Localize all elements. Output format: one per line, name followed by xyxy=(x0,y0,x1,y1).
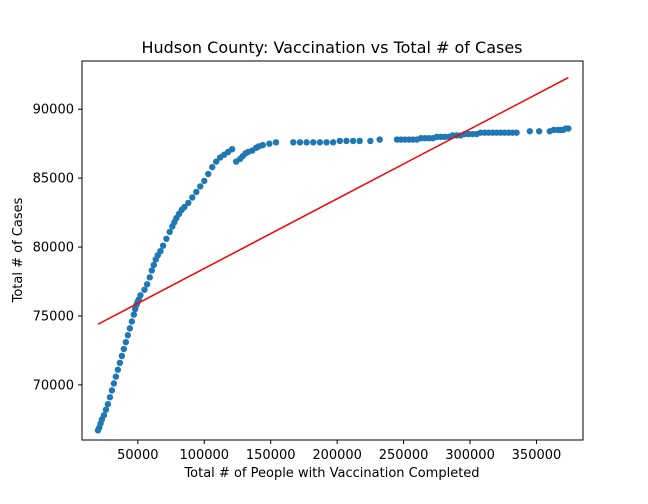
data-point xyxy=(193,188,200,196)
data-point xyxy=(120,345,128,353)
data-point xyxy=(205,170,212,178)
data-point xyxy=(197,183,204,190)
data-point xyxy=(535,128,543,135)
data-point xyxy=(290,139,297,146)
y-axis-label: Total # of Cases xyxy=(11,197,26,303)
data-point xyxy=(310,139,317,146)
x-tick-label: 350000 xyxy=(512,448,562,463)
x-tick-label: 50000 xyxy=(117,448,158,463)
data-point xyxy=(266,140,273,147)
data-point xyxy=(181,203,188,211)
data-point xyxy=(112,373,120,380)
data-point xyxy=(303,139,310,146)
plot-frame xyxy=(81,60,584,441)
y-axis: 70000 75000 80000 85000 90000 xyxy=(33,103,82,393)
data-point xyxy=(209,163,216,171)
data-point xyxy=(323,139,330,146)
data-point xyxy=(137,292,144,299)
data-point xyxy=(259,141,266,149)
data-point xyxy=(356,137,363,145)
data-point xyxy=(106,394,114,401)
data-point xyxy=(148,267,155,274)
x-tick-label: 150000 xyxy=(246,448,296,463)
data-point xyxy=(159,242,167,249)
data-point xyxy=(163,235,170,242)
x-tick-label: 250000 xyxy=(379,448,429,463)
data-point xyxy=(143,281,151,288)
x-tick-label: 300000 xyxy=(445,448,495,463)
data-point xyxy=(228,146,236,153)
data-point xyxy=(157,247,164,255)
data-point xyxy=(213,158,220,165)
data-point xyxy=(336,137,344,145)
data-point xyxy=(146,274,153,281)
data-point xyxy=(565,125,572,132)
data-point xyxy=(185,199,192,207)
data-point xyxy=(272,139,280,146)
data-point xyxy=(114,366,122,373)
data-point xyxy=(513,129,520,136)
y-tick-label: 90000 xyxy=(33,103,74,118)
data-point xyxy=(349,137,357,145)
data-point xyxy=(108,387,116,394)
data-point xyxy=(124,332,132,339)
y-tick-label: 80000 xyxy=(33,241,74,256)
data-point xyxy=(189,194,196,201)
data-point xyxy=(130,311,138,318)
data-point xyxy=(122,338,130,346)
data-point xyxy=(526,128,534,135)
y-tick-label: 85000 xyxy=(33,172,74,187)
y-tick-label: 70000 xyxy=(33,378,74,393)
x-axis-label: Total # of People with Vaccination Compl… xyxy=(183,466,479,481)
data-point xyxy=(126,325,134,332)
data-point xyxy=(116,359,124,367)
x-axis: 50000 100000 150000 200000 250000 300000 35000… xyxy=(117,440,561,463)
data-point xyxy=(118,352,126,360)
y-tick-label: 75000 xyxy=(33,309,74,324)
data-point xyxy=(343,137,350,145)
plot-area xyxy=(94,76,572,434)
x-tick-label: 100000 xyxy=(179,448,229,463)
regression-line xyxy=(97,76,569,325)
x-tick-label: 200000 xyxy=(312,448,362,463)
data-point xyxy=(128,318,136,325)
data-point xyxy=(150,261,157,269)
data-point xyxy=(100,411,108,419)
data-point xyxy=(110,380,118,387)
data-point xyxy=(102,406,110,413)
data-point xyxy=(201,177,208,185)
data-point xyxy=(141,286,148,293)
data-point xyxy=(376,136,383,143)
data-point xyxy=(367,137,374,145)
data-point xyxy=(316,139,324,146)
data-point xyxy=(166,228,173,236)
data-point xyxy=(329,139,337,146)
data-point xyxy=(296,139,304,146)
data-point xyxy=(104,400,112,408)
chart-title: Hudson County: Vaccination vs Total # of… xyxy=(141,38,522,57)
